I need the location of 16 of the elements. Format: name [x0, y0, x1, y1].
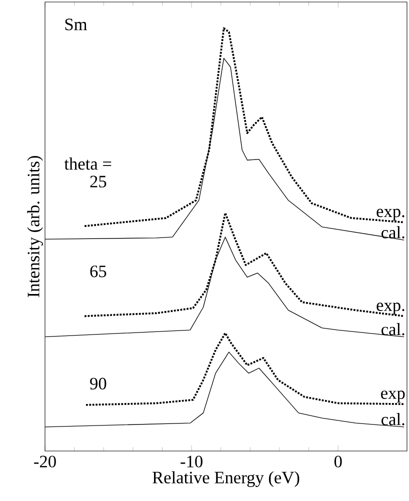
annotation: theta = — [64, 158, 112, 170]
annotation: Sm — [65, 18, 88, 30]
x-tick-label: -10 — [180, 456, 202, 468]
x-axis-title: Relative Energy (eV) — [152, 471, 300, 487]
series-label: exp. — [376, 208, 404, 221]
y-axis-title: Intensity (arb. units) — [27, 156, 43, 298]
series-label: cal. — [382, 226, 404, 238]
annotation: 65 — [90, 266, 106, 278]
annotation: 90 — [90, 378, 106, 390]
x-tick-label: 0 — [334, 456, 342, 468]
series-label: cal. — [382, 413, 404, 426]
series-label: exp — [381, 390, 405, 402]
x-tick-label: -20 — [34, 456, 56, 468]
series-label: cal. — [382, 322, 404, 336]
series-label: exp. — [376, 302, 404, 315]
annotation: 25 — [90, 176, 106, 188]
